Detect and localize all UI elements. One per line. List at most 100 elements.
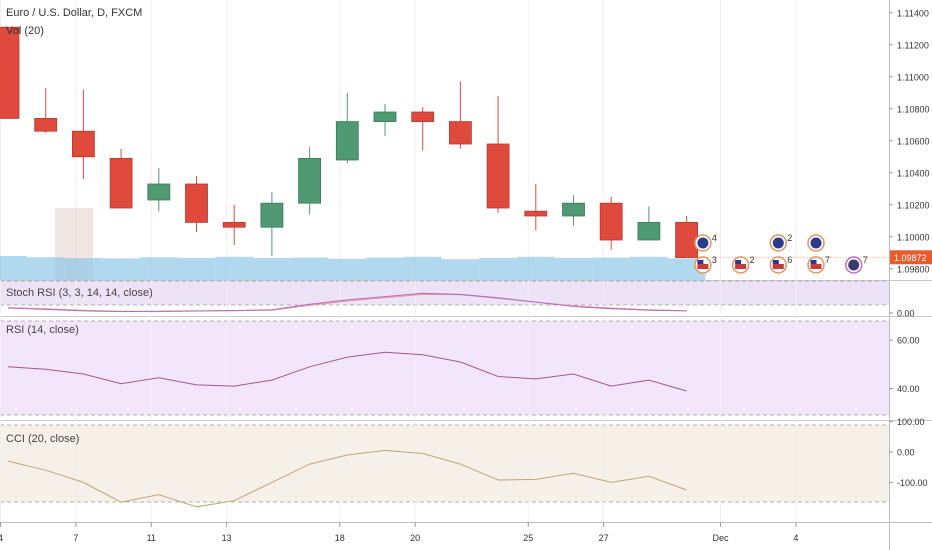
candle-body[interactable] (109, 157, 133, 209)
candle-body[interactable] (448, 121, 472, 145)
volume-bar (328, 258, 367, 280)
event-count: 7 (863, 255, 868, 265)
last-price-value: 1.09872 (894, 253, 927, 263)
event-count: 2 (750, 255, 755, 265)
volume-bar (215, 256, 254, 280)
rsi-label: RSI (14, close) (6, 324, 79, 336)
candle-body[interactable] (34, 118, 58, 132)
us-flag-icon (735, 264, 747, 269)
volume-bar (366, 257, 404, 280)
event-count: 7 (825, 255, 830, 265)
candle-body[interactable] (562, 202, 585, 217)
time-tick-label: 11 (147, 533, 156, 543)
time-tick-label: 25 (523, 533, 533, 543)
candle-body[interactable] (222, 221, 246, 228)
price-tick-label: 1.09800 (897, 264, 930, 274)
price-tick-label: 1.10200 (897, 200, 930, 210)
volume-bar (592, 257, 631, 280)
us-flag-canton (735, 260, 742, 264)
price-tick-label: 1.10400 (897, 168, 930, 178)
cci-tick-label: 100.00 (897, 417, 925, 427)
volume-bar (26, 257, 65, 280)
us-flag-canton (810, 260, 817, 264)
candle-body[interactable] (637, 221, 661, 241)
volume-bar (554, 258, 593, 280)
us-flag-canton (772, 260, 779, 264)
volume-bar (479, 258, 517, 280)
time-tick-label: 4 (0, 533, 3, 543)
candle-body[interactable] (72, 130, 95, 158)
candle-body[interactable] (486, 143, 510, 209)
volume-bar (177, 258, 216, 280)
rsi-tick-label: 60.00 (897, 336, 920, 346)
candle-body[interactable] (524, 210, 548, 217)
volume-bar (0, 256, 27, 280)
candle-body[interactable] (335, 121, 359, 161)
volume-bar (516, 256, 555, 280)
volume-bar (630, 256, 668, 280)
us-flag-icon (697, 264, 709, 269)
event-count: 6 (787, 255, 792, 265)
time-tick-label: Dec (713, 533, 730, 543)
event-count: 4 (712, 233, 717, 243)
price-tick-label: 1.11400 (897, 8, 929, 18)
candle-body[interactable] (411, 111, 435, 122)
pane-backgrounds (0, 280, 932, 523)
volume-bar (253, 258, 291, 280)
candle-body[interactable] (0, 26, 20, 119)
eu-flag-icon (848, 259, 860, 271)
time-tick-label: 18 (335, 533, 345, 543)
candle-body[interactable] (373, 111, 397, 122)
time-tick-label: 13 (222, 533, 232, 543)
stoch-k-line (7, 292, 687, 313)
price-tick-label: 1.10000 (897, 232, 930, 242)
stoch-band (0, 281, 889, 305)
us-flag-icon (810, 264, 822, 269)
cci-band (0, 425, 889, 502)
price-tick-label: 1.11000 (897, 72, 929, 82)
cci-tick-label: 0.00 (897, 447, 915, 457)
stoch-rsi-label: Stoch RSI (3, 3, 14, 14, close) (6, 287, 153, 299)
event-count: 2 (787, 233, 792, 243)
candle-body[interactable] (185, 183, 208, 223)
eu-flag-icon (810, 237, 822, 249)
candle-body[interactable] (675, 221, 698, 258)
candle-body[interactable] (599, 202, 623, 241)
stoch-tick-label: 0.00 (897, 309, 915, 319)
rsi-tick-label: 40.00 (897, 384, 920, 394)
volume-bars (0, 256, 706, 280)
price-tick-label: 1.10800 (897, 104, 930, 114)
volume-bar (290, 257, 329, 280)
time-tick-label: 20 (410, 533, 420, 543)
cci-label: CCI (20, close) (6, 433, 79, 445)
cci-tick-label: -100.00 (897, 478, 928, 488)
price-tick-label: 1.10600 (897, 136, 930, 146)
event-count: 3 (712, 255, 717, 265)
time-tick-label: 27 (599, 533, 609, 543)
rsi-band (0, 321, 889, 415)
economic-events[interactable]: 4 3 2 2 6 7 7 (694, 233, 868, 274)
time-tick-label: 4 (793, 533, 798, 543)
candle-body[interactable] (298, 157, 322, 204)
us-flag-canton (697, 260, 704, 264)
volume-bar (102, 258, 140, 280)
rsi-line (7, 351, 687, 392)
volume-bar (403, 256, 442, 280)
eu-flag-icon (697, 237, 709, 249)
chart-title: Euro / U.S. Dollar, D, FXCM (6, 7, 142, 19)
indicator-lines (7, 292, 687, 508)
candles[interactable] (0, 26, 889, 258)
price-tick-label: 1.11200 (897, 40, 929, 50)
last-price-tag (890, 250, 932, 265)
us-flag-icon (772, 264, 784, 269)
eu-flag-icon (772, 237, 784, 249)
volume-bar (64, 258, 103, 280)
volume-indicator-label: Vol (20) (6, 25, 44, 37)
time-tick-label: 7 (73, 533, 78, 543)
candle-body[interactable] (260, 202, 284, 228)
volume-bar (139, 257, 178, 280)
candle-body[interactable] (147, 183, 171, 201)
cci-line (7, 449, 687, 508)
